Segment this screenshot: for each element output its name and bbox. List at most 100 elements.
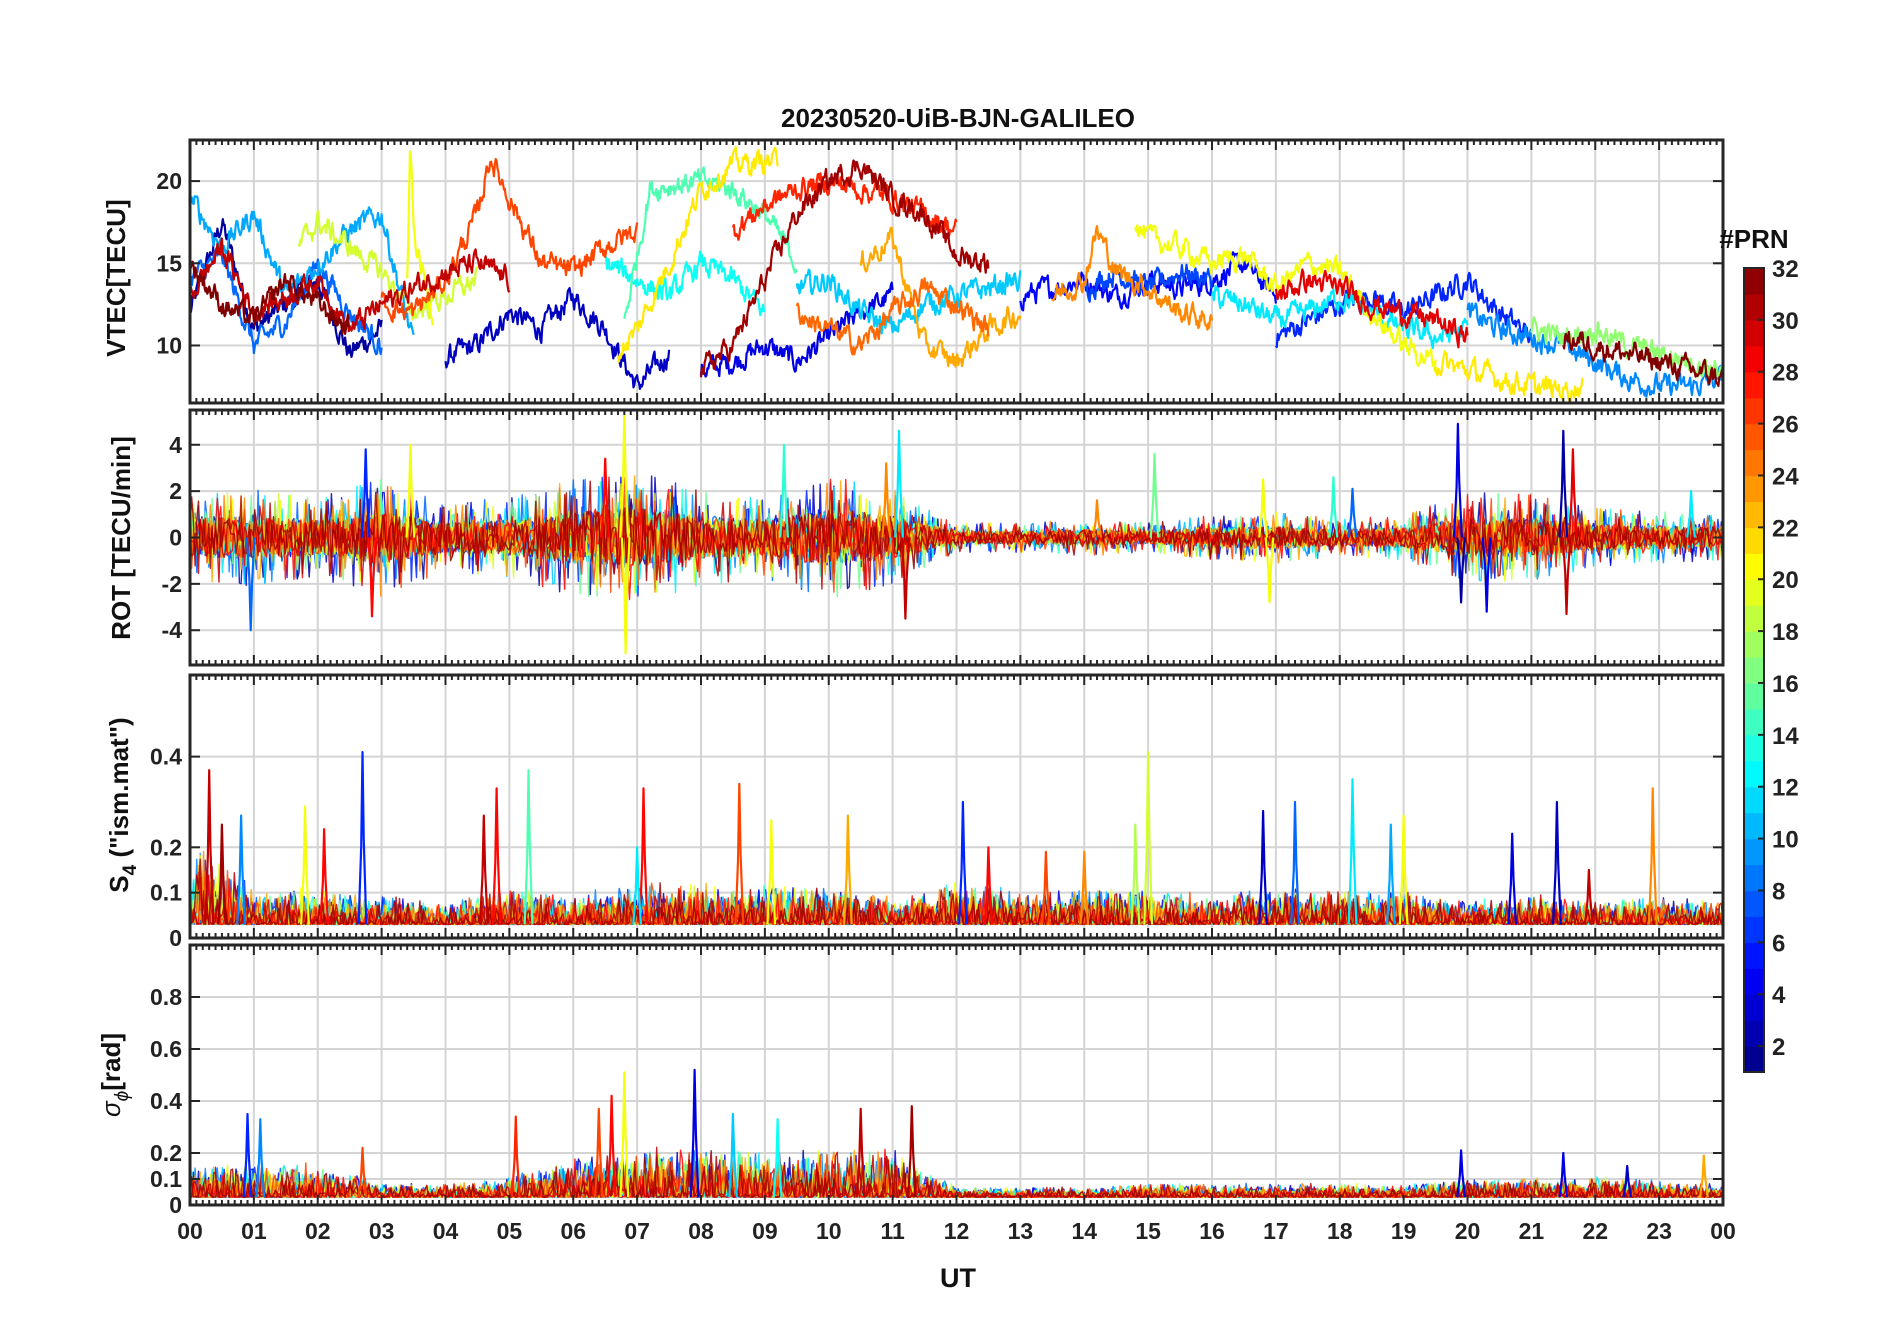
rot-spike	[1481, 537, 1492, 613]
y-tick-label: 0.4	[150, 744, 182, 770]
x-tick-label: 15	[1135, 1218, 1161, 1244]
panel-s4: 0 0.1 0.2 0.4 S4 ("ism.mat")	[104, 673, 1725, 951]
sigma_phi-spike	[255, 1118, 266, 1198]
y-tick-label: 0.6	[150, 1036, 182, 1062]
x-tick-label: 00	[177, 1218, 203, 1244]
x-tick-label: 07	[624, 1218, 650, 1244]
s4-spike	[734, 782, 745, 925]
s4-spike	[1347, 778, 1358, 925]
vtec-series-prn-27	[731, 172, 958, 241]
panel-grid	[190, 945, 1723, 1205]
rot-spike	[1092, 499, 1102, 538]
x-tick-label: 17	[1263, 1218, 1289, 1244]
colorbar-segment	[1744, 553, 1764, 580]
s4-series-prn-26	[190, 870, 1723, 926]
sigma_phi-spike	[855, 1107, 866, 1198]
colorbar-segment	[1744, 475, 1764, 503]
colorbar-tick-label: 6	[1772, 930, 1785, 957]
rot-spike	[1568, 448, 1578, 538]
colorbar-segment	[1744, 708, 1764, 736]
chart-title: 20230520-UiB-BJN-GALILEO	[781, 103, 1135, 133]
x-tick-label: 04	[433, 1218, 459, 1244]
sigma_phi-spike	[619, 1071, 630, 1198]
panel-ticks	[189, 675, 1724, 939]
colorbar-segment	[1744, 682, 1764, 710]
colorbar-segment	[1744, 579, 1764, 606]
y-axis-label-subscript: ϕ	[112, 1091, 133, 1102]
rot-spike	[1347, 487, 1358, 538]
vtec-series-prn-20	[1134, 223, 1437, 373]
sigma_phi-spike	[689, 1068, 700, 1198]
rot-series-prn-31	[190, 480, 1723, 584]
s4-spike	[1385, 823, 1396, 925]
sigma_phi-spike	[357, 1146, 368, 1198]
colorbar-tick-label: 16	[1772, 671, 1799, 698]
colorbar-tick-label: 22	[1772, 515, 1799, 542]
vtec-series-prn-12	[1210, 284, 1469, 350]
x-tick-label: 08	[688, 1218, 714, 1244]
colorbar-segment	[1744, 916, 1764, 943]
y-axis-label-base: σ	[96, 1100, 126, 1117]
x-tick-label: 21	[1519, 1218, 1545, 1244]
y-tick-label: 0	[169, 1192, 182, 1218]
vtec-series-prn-29	[1274, 268, 1469, 349]
s4-spike	[1258, 809, 1268, 925]
colorbar-tick-label: 26	[1772, 412, 1799, 439]
rot-spike	[405, 443, 416, 538]
colorbar-segment	[1744, 838, 1764, 866]
vtec-series-prn-23	[859, 226, 1022, 368]
y-tick-label: 20	[156, 168, 182, 194]
s4-spike	[1143, 751, 1154, 925]
s4-spike	[491, 787, 502, 925]
y-tick-label: 0	[169, 925, 182, 951]
colorbar-segment	[1744, 397, 1764, 425]
panel-ticks	[189, 140, 1724, 403]
rot-spike	[779, 443, 789, 538]
colorbar-segment	[1744, 501, 1764, 528]
rot-spike	[1149, 452, 1160, 538]
s4-spike	[319, 828, 330, 925]
y-tick-label: 15	[156, 250, 182, 276]
panel-rot: -4 -2 0 2 4 ROT [TECU/min]	[106, 408, 1725, 667]
s4-spike	[478, 814, 489, 925]
vtec-series-prn-2	[190, 218, 383, 358]
colorbar-segment	[1744, 293, 1764, 321]
x-tick-label: 05	[497, 1218, 523, 1244]
rot-spike	[894, 429, 904, 538]
colorbar-tick-label: 32	[1772, 256, 1799, 283]
colorbar-segment	[1744, 812, 1764, 840]
y-axis-label: ROT [TECU/min]	[106, 436, 136, 640]
s4-spike	[1398, 814, 1409, 925]
x-axis-label: UT	[940, 1263, 976, 1293]
colorbar-segment	[1744, 760, 1764, 788]
y-tick-label: 0.2	[150, 1140, 182, 1166]
panel-series-group	[190, 411, 1723, 655]
panel-sigma_phi: 00.10.2 0.4 0.6 0.8 σϕ[rad]	[96, 943, 1725, 1218]
rot-spike	[900, 537, 911, 620]
colorbar-segment	[1744, 890, 1764, 917]
x-tick-label: 14	[1071, 1218, 1097, 1244]
colorbar-segment	[1744, 786, 1764, 814]
y-tick-label: 0.2	[150, 834, 182, 860]
s4-spike	[638, 787, 649, 925]
colorbar-segment	[1744, 1046, 1764, 1073]
sigma_phi-spike	[1558, 1151, 1569, 1198]
x-tick-label: 16	[1199, 1218, 1225, 1244]
colorbar-segment	[1744, 734, 1764, 762]
sigma_phi-spike	[1698, 1154, 1709, 1198]
s4-spike	[217, 823, 227, 925]
vtec-series-prn-31	[699, 159, 990, 378]
s4-spike	[1041, 850, 1051, 925]
vtec-series-prn-19	[297, 209, 479, 321]
s4-spike	[236, 814, 246, 925]
s4-spike	[1290, 800, 1300, 925]
y-axis-label: S4 ("ism.mat")	[104, 717, 141, 892]
y-tick-label: 0.8	[150, 984, 182, 1010]
x-tick-label: 09	[752, 1218, 778, 1244]
vtec-series-prn-7	[1083, 263, 1214, 303]
rot-spike	[1558, 429, 1569, 538]
rot-spike	[367, 537, 377, 618]
s4-spike	[1079, 850, 1090, 925]
